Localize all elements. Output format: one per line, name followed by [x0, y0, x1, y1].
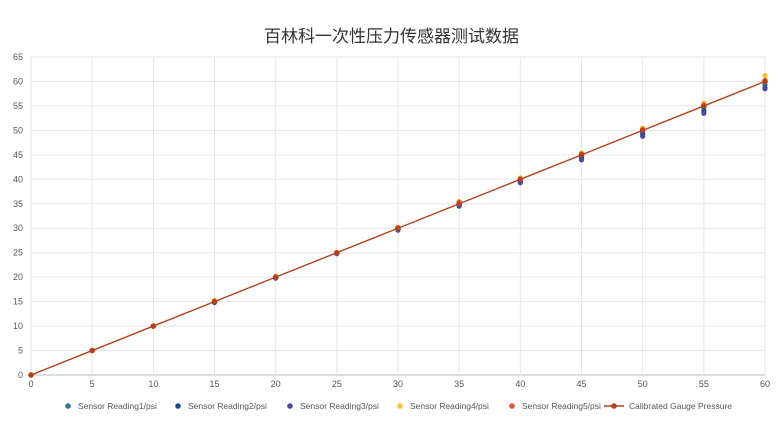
line-point [273, 274, 279, 280]
x-tick-label: 0 [28, 379, 33, 389]
line-point [762, 78, 768, 85]
legend-label: Calibrated Gauge Pressure [629, 401, 732, 411]
legend-label: Sensor Reading4/psi [410, 401, 489, 411]
axes: 0 5 10 15 20 25 30 35 40 45 50 55 60 65 0 5 10 15 20 25 30 35… [13, 52, 770, 389]
y-tick-label: 30 [13, 223, 23, 233]
legend-marker-icon [611, 403, 617, 409]
legend-marker-icon [509, 403, 515, 409]
y-tick-label: 25 [13, 248, 23, 258]
x-tick-label: 60 [760, 379, 770, 389]
line-point [456, 201, 462, 207]
y-tick-label: 10 [13, 321, 23, 331]
line-point [211, 299, 218, 305]
scatter-point [701, 110, 707, 116]
legend-label: Sensor Reading2/psi [188, 401, 267, 411]
line-point [517, 176, 523, 182]
y-tick-label: 15 [13, 297, 23, 307]
legend-item: Calibrated Gauge Pressure [604, 401, 732, 411]
legend: Sensor Reading1/psi Sensor Reading2/psi Se… [65, 401, 732, 411]
legend-item: Sensor Reading5/psi [509, 401, 601, 411]
x-tick-label: 15 [209, 379, 219, 389]
x-tick-label: 35 [454, 379, 464, 389]
x-tick-label: 25 [332, 379, 342, 389]
y-tick-label: 55 [13, 101, 23, 111]
x-tick-label: 40 [515, 379, 525, 389]
y-tick-label: 50 [13, 125, 23, 135]
legend-label: Sensor Reading1/psi [78, 401, 157, 411]
scatter-point [578, 157, 585, 163]
y-tick-label: 5 [18, 346, 23, 356]
legend-item: Sensor Reading4/psi [397, 401, 489, 411]
legend-marker-icon [65, 403, 71, 409]
y-tick-label: 40 [13, 174, 23, 184]
y-tick-label: 65 [13, 52, 23, 62]
x-tick-label: 10 [148, 379, 158, 389]
x-tick-label: 5 [90, 379, 95, 389]
x-tick-label: 45 [576, 379, 586, 389]
series-layer [28, 72, 768, 378]
x-tick-label: 50 [638, 379, 648, 389]
line-point [89, 347, 95, 354]
line-point [701, 103, 707, 109]
y-tick-label: 0 [18, 370, 23, 380]
line-point [28, 372, 34, 378]
scatter-point [640, 133, 646, 139]
legend-item: Sensor Reading3/psi [287, 401, 379, 411]
line-point [395, 225, 401, 231]
line-point [150, 323, 156, 329]
legend-marker-icon [175, 403, 181, 409]
legend-item: Sensor Reading1/psi [65, 401, 157, 411]
legend-marker-icon [397, 403, 403, 409]
y-tick-label: 20 [13, 272, 23, 282]
legend-label: Sensor Reading5/psi [522, 401, 601, 411]
scatter-point [762, 86, 768, 92]
line-point [578, 152, 585, 158]
chart-title: 百林科一次性压力传感器测试数据 [264, 27, 519, 46]
y-tick-label: 60 [13, 76, 23, 86]
legend-marker-icon [287, 403, 293, 409]
grid [30, 56, 766, 376]
line-point [334, 250, 340, 256]
legend-label: Sensor Reading3/psi [300, 401, 379, 411]
legend-item: Sensor Reading2/psi [175, 401, 267, 411]
y-tick-label: 35 [13, 199, 23, 209]
scatter-point [762, 72, 768, 79]
x-tick-label: 55 [699, 379, 709, 389]
y-tick-label: 45 [13, 150, 23, 160]
line-point [640, 127, 646, 133]
x-tick-label: 30 [393, 379, 403, 389]
x-tick-label: 20 [271, 379, 281, 389]
